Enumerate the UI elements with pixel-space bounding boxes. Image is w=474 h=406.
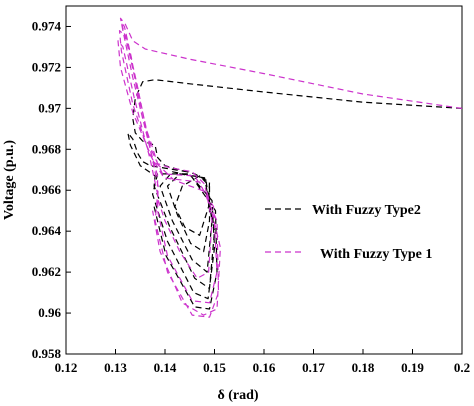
y-tick-label: 0.968 bbox=[32, 141, 62, 156]
series-layer bbox=[117, 17, 463, 318]
x-axis-title: δ (rad) bbox=[217, 388, 258, 403]
legend: With Fuzzy Type2 With Fuzzy Type 1 bbox=[265, 203, 432, 262]
y-tick-label: 0.97 bbox=[38, 100, 61, 115]
x-tick-label: 0.2 bbox=[454, 360, 470, 375]
y-tick-label: 0.974 bbox=[32, 18, 62, 33]
series-line-fuzzy-type1 bbox=[117, 17, 463, 318]
y-tick-label: 0.96 bbox=[38, 305, 61, 320]
x-tick-label: 0.18 bbox=[352, 360, 375, 375]
x-tick-label: 0.15 bbox=[203, 360, 226, 375]
x-tick-label: 0.12 bbox=[55, 360, 78, 375]
x-tick-label: 0.13 bbox=[104, 360, 127, 375]
x-tick-label: 0.14 bbox=[154, 360, 177, 375]
x-tick-label: 0.16 bbox=[253, 360, 276, 375]
legend-label-fuzzy-type2: With Fuzzy Type2 bbox=[312, 203, 421, 218]
x-tick-label: 0.17 bbox=[302, 360, 325, 375]
y-tick-label: 0.966 bbox=[32, 182, 62, 197]
x-tick-label: 0.19 bbox=[401, 360, 424, 375]
y-axis-title: Voltage (p.u.) bbox=[2, 140, 17, 220]
y-tick-label: 0.958 bbox=[32, 346, 62, 361]
series-line-fuzzy-type2 bbox=[127, 79, 463, 310]
tick-layer: 0.12 0.13 0.14 0.15 0.16 0.17 0.18 0.19 0.2 0.958… bbox=[32, 18, 470, 375]
y-tick-label: 0.964 bbox=[32, 223, 62, 238]
y-tick-label: 0.972 bbox=[32, 59, 61, 74]
y-tick-label: 0.962 bbox=[32, 264, 61, 279]
legend-label-fuzzy-type1: With Fuzzy Type 1 bbox=[320, 247, 432, 262]
